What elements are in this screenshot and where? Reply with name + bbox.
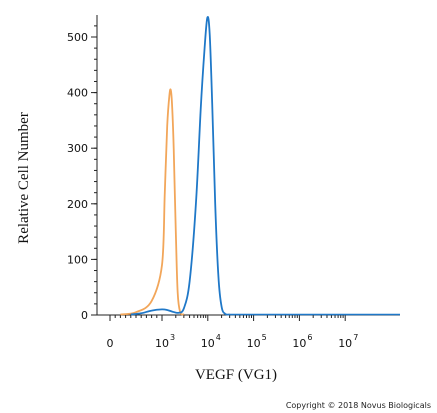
histogram-series-2	[130, 16, 230, 316]
x-tick-label: 0	[107, 337, 114, 350]
labels-layer: VEGF (VG1) Relative Cell Number	[16, 112, 277, 383]
x-tick-label: 10	[338, 337, 352, 350]
x-tick-label: 10	[155, 337, 169, 350]
y-tick-label: 0	[81, 309, 88, 322]
series-layer	[120, 16, 400, 316]
y-tick-label: 400	[67, 87, 88, 100]
x-tick-exponent: 4	[216, 333, 221, 342]
histogram-series-1	[120, 88, 185, 316]
x-tick-exponent: 5	[262, 333, 267, 342]
y-axis-title: Relative Cell Number	[16, 112, 32, 244]
x-axis-title: VEGF (VG1)	[195, 367, 277, 383]
y-tick-label: 300	[67, 142, 88, 155]
copyright-notice: Copyright © 2018 Novus Biologicals	[285, 401, 431, 410]
x-tick-label: 10	[247, 337, 261, 350]
y-axis: 0 100 200 300 400 500	[67, 15, 98, 322]
x-tick-label: 10	[201, 337, 215, 350]
x-axis: 0 10 3 10 4 10 5 10 6 10 7	[97, 314, 400, 350]
x-tick-label: 10	[292, 337, 306, 350]
x-tick-exponent: 7	[353, 333, 358, 342]
x-tick-exponent: 6	[307, 333, 312, 342]
y-tick-label: 200	[67, 198, 88, 211]
x-tick-exponent: 3	[170, 333, 175, 342]
y-tick-label: 500	[67, 31, 88, 44]
y-tick-label: 100	[67, 253, 88, 266]
